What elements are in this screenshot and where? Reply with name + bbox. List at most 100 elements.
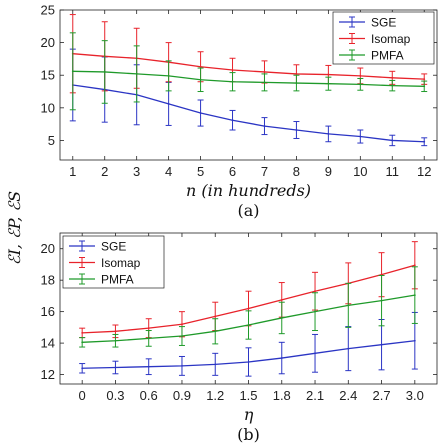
legend-label: Isomap xyxy=(101,256,141,270)
x-tick-label: 2 xyxy=(101,164,108,179)
panel-b-chart: 0 0.3 0.6 0.9 1.2 1.5 1.8 2.1 2.4 2.7 3.0 12 14 16 18 2… xyxy=(41,232,438,444)
x-tick-label: 2.7 xyxy=(373,388,391,403)
data-point xyxy=(231,80,234,83)
data-point xyxy=(327,82,330,85)
y-tick-label: 14 xyxy=(41,336,55,351)
x-tick-label: 0 xyxy=(79,388,86,403)
y-tick-label: 15 xyxy=(41,68,55,83)
data-point xyxy=(231,119,234,122)
data-point xyxy=(147,337,150,340)
data-point xyxy=(231,69,234,71)
x-tick-label: 1 xyxy=(69,164,76,179)
data-point xyxy=(327,73,330,76)
series-line-sge xyxy=(72,84,425,143)
data-point xyxy=(147,327,150,330)
data-point xyxy=(71,70,74,73)
x-tick-label: 8 xyxy=(293,164,300,179)
data-point xyxy=(413,264,416,267)
x-tick-label: 2.1 xyxy=(306,388,324,403)
data-point xyxy=(199,78,202,81)
x-tick-label: 2.4 xyxy=(339,388,357,403)
legend-label: PMFA xyxy=(371,49,404,63)
data-point xyxy=(413,339,416,342)
data-point xyxy=(263,81,266,84)
data-point xyxy=(423,78,426,81)
x-tick-label: 1.2 xyxy=(206,388,224,403)
data-point xyxy=(214,330,217,333)
data-point xyxy=(263,71,266,73)
data-point xyxy=(181,335,183,337)
legend: SGE Isomap PMFA xyxy=(62,235,165,289)
y-tick-label: 10 xyxy=(41,100,55,115)
data-point xyxy=(214,363,217,366)
y-tick-label: 20 xyxy=(41,241,55,256)
x-tick-label: 9 xyxy=(325,164,332,179)
data-point xyxy=(327,133,330,135)
data-point xyxy=(423,85,426,88)
data-point xyxy=(314,290,316,293)
x-axis-title: n (in hundreds) xyxy=(186,181,311,200)
x-tick-label: 4 xyxy=(165,164,172,179)
x-tick-label: 0.6 xyxy=(140,388,158,403)
x-tick-label: 0.9 xyxy=(173,388,191,403)
x-tick-label: 7 xyxy=(261,164,268,179)
data-point xyxy=(247,324,250,326)
data-point xyxy=(280,317,283,319)
data-point xyxy=(413,294,416,297)
legend-label: SGE xyxy=(371,16,396,30)
data-point xyxy=(280,298,283,301)
data-point xyxy=(199,112,202,114)
x-tick-label: 11 xyxy=(386,164,400,179)
y-tick-label: 5 xyxy=(48,133,55,148)
data-point xyxy=(167,103,170,105)
panel-label: (b) xyxy=(237,425,260,444)
data-point xyxy=(359,74,362,77)
data-point xyxy=(314,352,316,355)
x-tick-label: 12 xyxy=(417,164,431,179)
data-point xyxy=(295,129,298,131)
data-point xyxy=(247,361,250,363)
data-point xyxy=(199,65,202,68)
data-point xyxy=(247,307,250,310)
legend-label: Isomap xyxy=(371,32,411,46)
x-tick-label: 3.0 xyxy=(406,388,424,403)
data-point xyxy=(263,125,266,127)
data-point xyxy=(103,71,106,73)
y-tick-label: 25 xyxy=(41,3,55,18)
data-point xyxy=(81,367,84,370)
x-tick-label: 3 xyxy=(133,164,140,179)
x-tick-label: 6 xyxy=(229,164,236,179)
x-tick-label: 5 xyxy=(197,164,204,179)
data-point xyxy=(114,330,117,333)
data-point xyxy=(380,299,383,302)
series-line-pmfa xyxy=(72,70,425,87)
x-tick-label: 0.3 xyxy=(106,388,124,403)
x-tick-label: 1.8 xyxy=(273,388,291,403)
data-point xyxy=(280,357,283,359)
data-point xyxy=(114,339,117,342)
data-point xyxy=(135,73,138,75)
data-point xyxy=(347,304,350,307)
panel-label: (a) xyxy=(237,201,259,220)
x-tick-label: 10 xyxy=(353,164,367,179)
y-tick-label: 12 xyxy=(41,367,55,382)
data-point xyxy=(380,343,383,346)
shared-y-axis-label: ℰI, ℰP, ℰS xyxy=(5,191,24,265)
data-point xyxy=(391,139,394,142)
data-point xyxy=(359,135,362,138)
data-point xyxy=(359,83,362,86)
data-point xyxy=(391,76,394,79)
data-point xyxy=(295,73,298,75)
data-point xyxy=(295,82,298,84)
data-point xyxy=(214,315,217,318)
data-point xyxy=(181,365,183,367)
series-line-isomap xyxy=(72,53,425,80)
y-tick-label: 16 xyxy=(41,304,55,319)
data-point xyxy=(81,341,84,344)
x-axis-title: η xyxy=(244,405,254,424)
data-point xyxy=(347,347,350,350)
legend: SGE Isomap PMFA xyxy=(332,11,435,65)
data-point xyxy=(423,140,426,143)
